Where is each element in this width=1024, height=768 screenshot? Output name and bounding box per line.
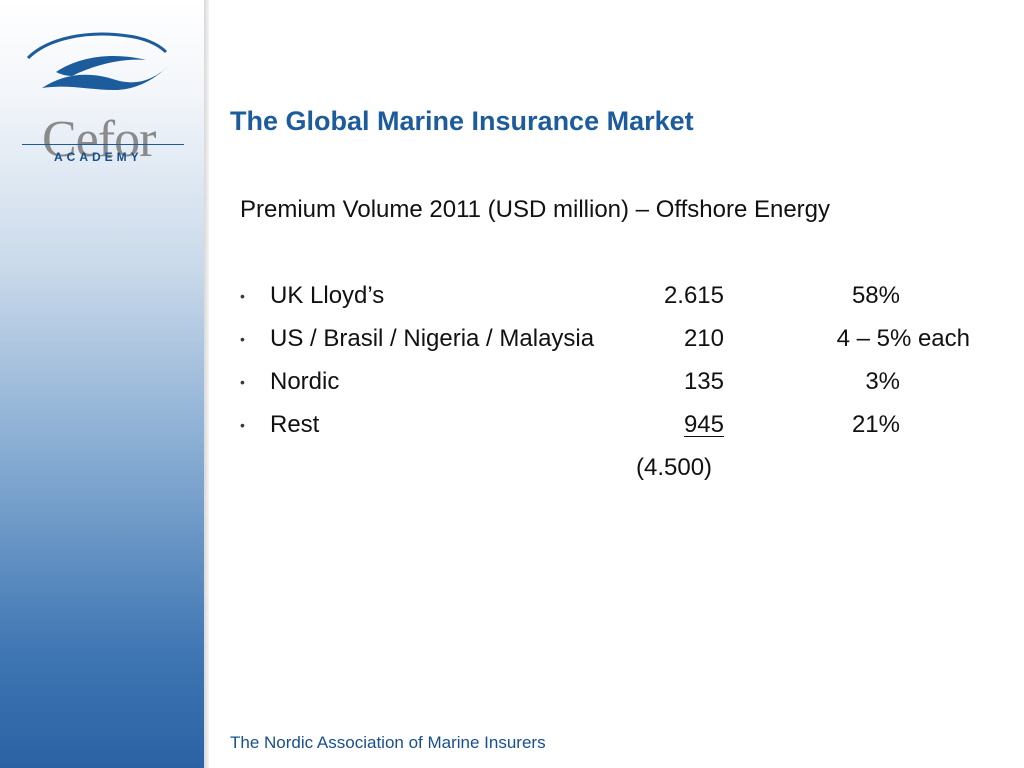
bullet-icon: • (240, 374, 245, 390)
page-title: The Global Marine Insurance Market (230, 106, 694, 136)
row-label: UK Lloyd’s (270, 282, 385, 309)
row-value: 945 (683, 411, 724, 438)
premium-list: • UK Lloyd’s 2.615 58% • US / Brasil / N… (240, 282, 1000, 481)
logo-subtitle: ACADEMY (54, 150, 143, 164)
logo-wordmark: Cefor (42, 111, 156, 168)
page-subtitle: Premium Volume 2011 (USD million) – Offs… (240, 196, 831, 223)
row-label: US / Brasil / Nigeria / Malaysia (270, 325, 595, 352)
row-value: 210 (683, 325, 724, 352)
cefor-academy-logo: Cefor ACADEMY (20, 28, 186, 168)
logo-rule (22, 144, 184, 145)
footer-text: The Nordic Association of Marine Insurer… (230, 733, 546, 752)
list-item: • Nordic 135 3% (240, 368, 1000, 411)
row-share: 58% (851, 282, 900, 309)
row-value: 135 (683, 368, 724, 395)
wave-logo-icon (26, 32, 168, 90)
row-share: 21% (851, 411, 900, 438)
row-label: Nordic (270, 368, 340, 395)
total-value: (4.500) (636, 454, 713, 481)
bullet-icon: • (240, 331, 245, 347)
row-label: Rest (270, 411, 320, 438)
row-share: 3% (865, 368, 900, 395)
row-share: 4 – 5% each (836, 325, 970, 352)
bullet-icon: • (240, 417, 245, 433)
list-item: • UK Lloyd’s 2.615 58% (240, 282, 1000, 325)
list-item: • US / Brasil / Nigeria / Malaysia 210 4… (240, 325, 1000, 368)
bullet-icon: • (240, 288, 245, 304)
row-value: 2.615 (663, 282, 724, 309)
sidebar-divider (204, 0, 209, 768)
list-item: • Rest 945 21% (240, 411, 1000, 454)
sidebar-gradient (0, 0, 204, 768)
